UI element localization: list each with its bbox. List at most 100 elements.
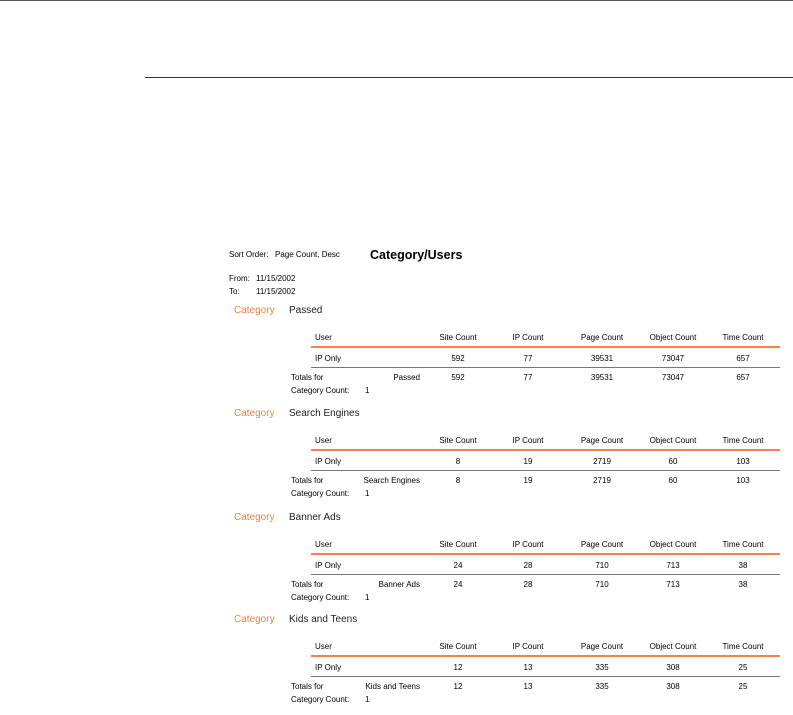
category-section: Category Banner Ads User Site Count IP Count… [0, 512, 793, 612]
value-cell: 12 [453, 663, 463, 672]
column-header: Page Count [580, 333, 624, 342]
user-cell: IP Only [315, 561, 342, 570]
total-cell: 38 [738, 580, 748, 589]
column-header: Time Count [722, 540, 764, 549]
row-divider [311, 367, 780, 368]
column-header: Object Count [649, 540, 697, 549]
value-cell: 335 [595, 663, 609, 672]
column-header: Time Count [722, 436, 764, 445]
total-cell: 592 [451, 373, 465, 382]
category-section: Category Search Engines User Site Count IP C… [0, 408, 793, 508]
category-label: Category [234, 305, 275, 316]
sort-order-label: Sort Order: [229, 250, 269, 259]
column-header: Site Count [439, 540, 477, 549]
category-label: Category [234, 512, 275, 523]
column-header: Object Count [649, 436, 697, 445]
column-header-user: User [315, 436, 332, 445]
value-cell: 60 [668, 457, 678, 466]
user-cell: IP Only [315, 354, 342, 363]
from-value: 11/15/2002 [256, 274, 296, 283]
value-cell: 24 [453, 561, 463, 570]
value-cell: 19 [523, 457, 533, 466]
total-cell: 77 [523, 373, 533, 382]
total-cell: 308 [666, 682, 680, 691]
column-header: IP Count [512, 436, 544, 445]
category-label: Category [234, 408, 275, 419]
value-cell: 2719 [593, 457, 611, 466]
column-header: IP Count [512, 333, 544, 342]
total-cell: 13 [523, 682, 533, 691]
header-underline [311, 449, 780, 451]
total-cell: 103 [736, 476, 750, 485]
totals-category: Kids and Teens [365, 682, 420, 691]
category-count-label: Category Count: [291, 386, 350, 395]
value-cell: 73047 [661, 354, 685, 363]
total-cell: 8 [455, 476, 461, 485]
sort-order-value: Page Count, Desc [275, 250, 340, 259]
user-cell: IP Only [315, 457, 342, 466]
row-divider [311, 676, 780, 677]
category-name: Search Engines [289, 408, 360, 419]
column-header: IP Count [512, 540, 544, 549]
category-count-value: 1 [365, 386, 370, 395]
totals-label: Totals for [291, 373, 324, 382]
to-label: To: [229, 287, 240, 296]
total-cell: 60 [668, 476, 678, 485]
row-divider [311, 574, 780, 575]
totals-label: Totals for [291, 682, 324, 691]
category-count-value: 1 [365, 489, 370, 498]
total-cell: 73047 [661, 373, 685, 382]
column-header: Object Count [649, 642, 697, 651]
category-count-value: 1 [365, 593, 370, 602]
header-underline [311, 346, 780, 348]
from-label: From: [229, 274, 250, 283]
value-cell: 592 [451, 354, 465, 363]
value-cell: 25 [738, 663, 748, 672]
column-header-user: User [315, 333, 332, 342]
category-count-label: Category Count: [291, 489, 350, 498]
column-header: Time Count [722, 642, 764, 651]
total-cell: 12 [453, 682, 463, 691]
totals-category: Banner Ads [378, 580, 420, 589]
category-name: Passed [289, 305, 323, 316]
column-header: Object Count [649, 333, 697, 342]
column-header: Page Count [580, 642, 624, 651]
category-label: Category [234, 614, 275, 625]
column-header: Site Count [439, 642, 477, 651]
total-cell: 24 [453, 580, 463, 589]
header-underline [311, 553, 780, 555]
totals-category: Passed [393, 373, 420, 382]
value-cell: 308 [666, 663, 680, 672]
column-header-user: User [315, 642, 332, 651]
total-cell: 25 [738, 682, 748, 691]
value-cell: 713 [666, 561, 680, 570]
user-cell: IP Only [315, 663, 342, 672]
value-cell: 28 [523, 561, 533, 570]
total-cell: 335 [595, 682, 609, 691]
category-name: Banner Ads [289, 512, 341, 523]
column-header: Page Count [580, 540, 624, 549]
column-header: Time Count [722, 333, 764, 342]
column-header: Site Count [439, 333, 477, 342]
value-cell: 77 [523, 354, 533, 363]
value-cell: 710 [595, 561, 609, 570]
value-cell: 38 [738, 561, 748, 570]
total-cell: 710 [595, 580, 609, 589]
total-cell: 2719 [593, 476, 611, 485]
total-cell: 39531 [590, 373, 614, 382]
category-count-value: 1 [365, 695, 370, 704]
totals-label: Totals for [291, 580, 324, 589]
value-cell: 39531 [590, 354, 614, 363]
total-cell: 657 [736, 373, 750, 382]
value-cell: 13 [523, 663, 533, 672]
total-cell: 713 [666, 580, 680, 589]
top-divider [0, 0, 793, 1]
to-value: 11/15/2002 [256, 287, 296, 296]
value-cell: 657 [736, 354, 750, 363]
report-title: Category/Users [370, 248, 463, 262]
value-cell: 103 [736, 457, 750, 466]
row-divider [311, 470, 780, 471]
category-name: Kids and Teens [289, 614, 358, 625]
totals-label: Totals for [291, 476, 324, 485]
totals-category: Search Engines [363, 476, 420, 485]
